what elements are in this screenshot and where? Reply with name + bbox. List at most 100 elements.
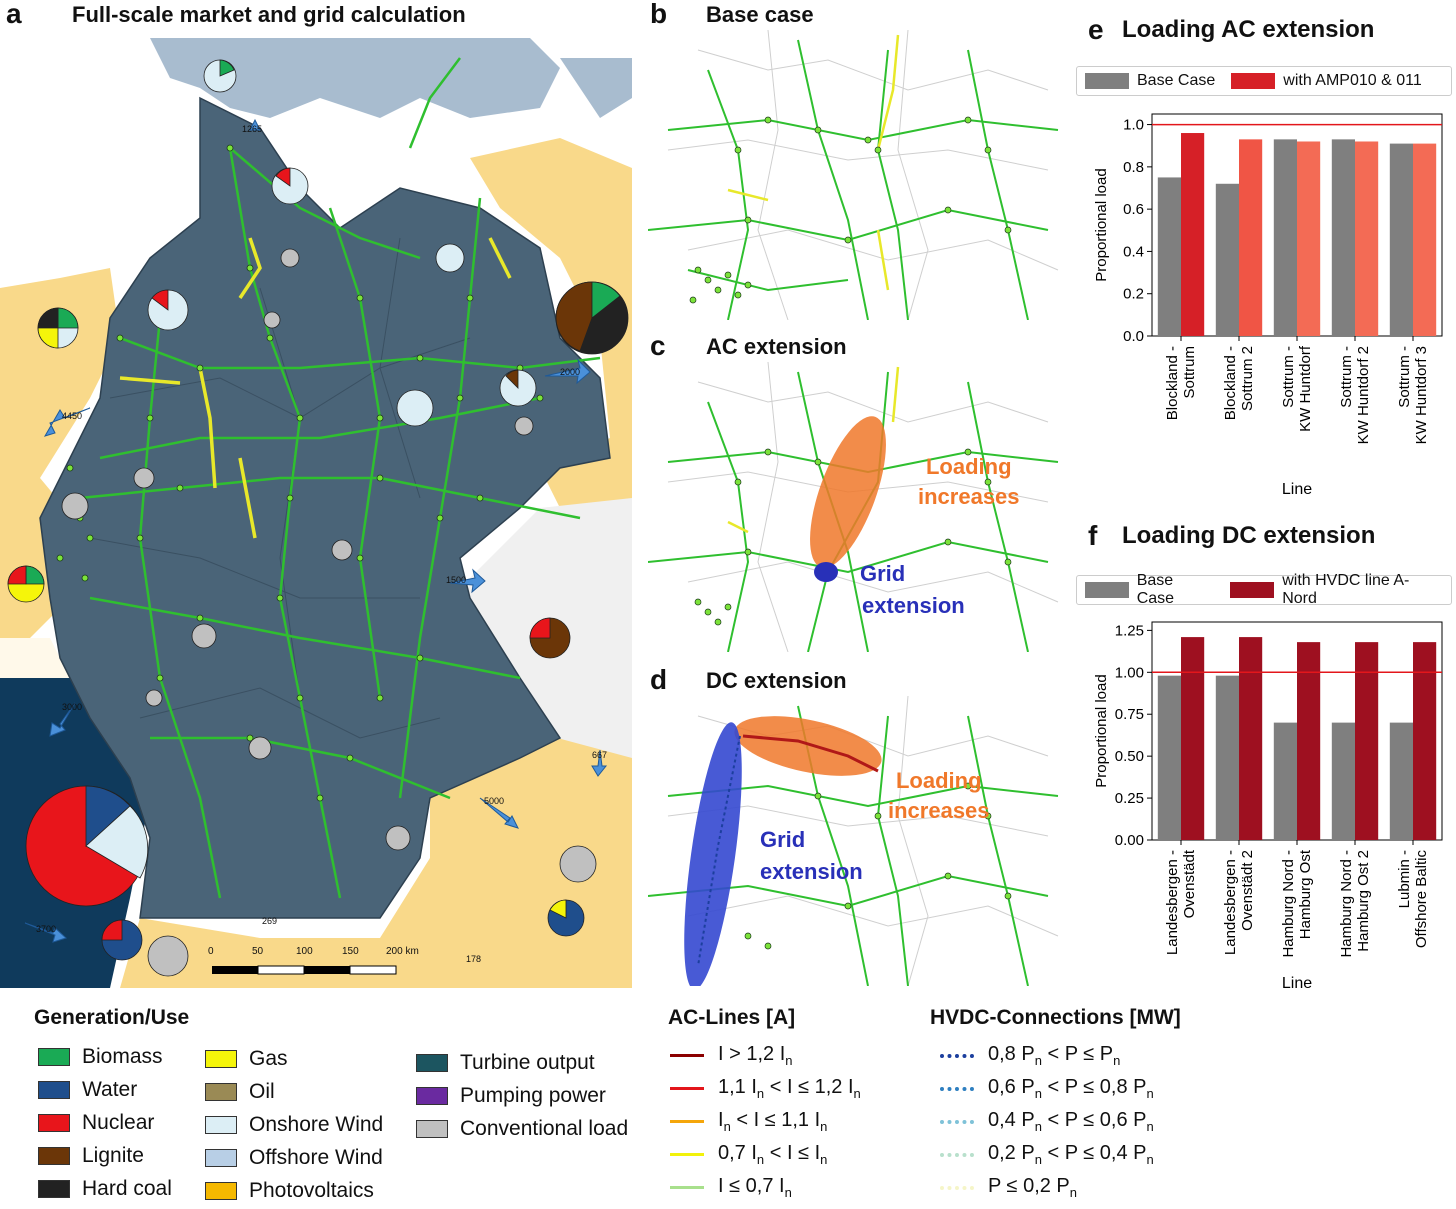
legend-label: Turbine output xyxy=(460,1051,595,1074)
legend-label: Conventional load xyxy=(460,1117,629,1140)
legend-swatch xyxy=(940,1119,974,1124)
y-tick-label: 0.6 xyxy=(1123,201,1144,218)
bar xyxy=(1273,722,1297,840)
legend-swatch xyxy=(38,1147,70,1165)
legend-item: Biomass xyxy=(38,1045,163,1069)
bar xyxy=(1355,141,1379,336)
legend-item: 0,8 Pn < P ≤ Pn xyxy=(940,1043,1120,1068)
bar xyxy=(1413,642,1437,840)
chart-f-plot: 0.00 0.25 0.50 0.75 1.00 1.25 Proportional loa… xyxy=(1093,621,1443,992)
flow-label: 667 xyxy=(592,750,607,760)
legend-label: Pumping power xyxy=(460,1084,606,1107)
y-tick-label: 1.25 xyxy=(1115,622,1144,639)
flow-label: 269 xyxy=(262,916,277,926)
legend-swatch xyxy=(205,1083,237,1101)
legend-swatch xyxy=(38,1114,70,1132)
legend-item: Pumping power xyxy=(416,1084,606,1108)
legend-swatch xyxy=(670,1186,704,1189)
grid-extension-ellipse xyxy=(814,562,838,582)
panel-f-title: Loading DC extension xyxy=(1122,522,1376,549)
bar xyxy=(1297,141,1321,336)
legend-item: Lignite xyxy=(38,1144,144,1168)
legend-swatch xyxy=(1085,582,1129,598)
x-tick-label: Sottrum -KW Huntdorf 3 xyxy=(1396,346,1430,444)
legend-item: 1,1 In < I ≤ 1,2 In xyxy=(670,1076,861,1101)
grid-extension-ellipse xyxy=(684,722,742,986)
flow-label: 178 xyxy=(466,954,481,964)
panel-e-title: Loading AC extension xyxy=(1122,16,1375,43)
annotation-line: Grid xyxy=(860,561,906,586)
flow-label: 2000 xyxy=(560,367,580,377)
legend-item: 0,7 In < I ≤ In xyxy=(670,1142,827,1167)
legend-item: I > 1,2 In xyxy=(670,1043,793,1068)
y-axis-label: Proportional load xyxy=(1093,674,1110,787)
y-tick-label: 0.25 xyxy=(1115,790,1144,807)
panel-d-label: d xyxy=(650,664,668,695)
legend-label: 0,7 In < I ≤ In xyxy=(718,1142,828,1167)
bar xyxy=(1215,675,1239,840)
legend-label: Photovoltaics xyxy=(249,1179,374,1202)
legend-swatch xyxy=(416,1087,448,1105)
legend-label: I > 1,2 In xyxy=(718,1043,793,1068)
legend-item: I ≤ 0,7 In xyxy=(670,1175,792,1200)
legend-label: with HVDC line A-Nord xyxy=(1282,572,1410,607)
loading-increase-ellipse xyxy=(810,416,886,568)
x-tick-label: Lubmin -Offshore Baltic xyxy=(1396,850,1430,949)
flow-label: 4450 xyxy=(62,411,82,421)
y-tick-label: 0.75 xyxy=(1115,706,1144,723)
legend-item: 0,6 Pn < P ≤ 0,8 Pn xyxy=(940,1076,1154,1101)
legend-swatch xyxy=(205,1050,237,1068)
y-tick-label: 0.0 xyxy=(1123,328,1144,345)
hvdc-legend-title: HVDC-Connections [MW] xyxy=(930,1006,1181,1029)
bar xyxy=(1331,722,1355,840)
bar xyxy=(1239,637,1263,840)
scale-tick: 0 xyxy=(208,946,214,957)
legend-label: Onshore Wind xyxy=(249,1113,384,1136)
dc-loading-annotation: Loading increases xyxy=(888,766,990,826)
loading-increase-ellipse xyxy=(734,716,882,776)
legend-label: 1,1 In < I ≤ 1,2 In xyxy=(718,1076,861,1101)
legend-swatch xyxy=(416,1054,448,1072)
chart-e-legend: Base Case with AMP010 & 011 xyxy=(1076,66,1452,96)
y-tick-label: 0.8 xyxy=(1123,159,1144,176)
germany-grid-map: 1265 4450 2000 1500 3000 667 5000 3700 2… xyxy=(0,38,632,988)
y-tick-label: 1.0 xyxy=(1123,117,1144,134)
legend-label: P ≤ 0,2 Pn xyxy=(988,1175,1078,1200)
panel-e-label: e xyxy=(1088,14,1104,45)
legend-label: Oil xyxy=(249,1080,275,1103)
panel-f-label: f xyxy=(1088,520,1098,551)
legend-item: Offshore Wind xyxy=(205,1146,383,1170)
panel-b-label: b xyxy=(650,0,668,29)
x-tick-label: Sottrum -KW Huntdorf 2 xyxy=(1338,346,1372,444)
bar xyxy=(1331,139,1355,336)
legend-swatch xyxy=(416,1120,448,1138)
legend-item: Hard coal xyxy=(38,1177,172,1201)
legend-swatch xyxy=(940,1053,974,1058)
bar xyxy=(1355,642,1379,840)
legend-swatch xyxy=(940,1086,974,1091)
legend-label: Gas xyxy=(249,1047,288,1070)
legend-swatch xyxy=(38,1048,70,1066)
flow-label: 1500 xyxy=(446,575,466,585)
legend-label: Offshore Wind xyxy=(249,1146,383,1169)
legend-swatch xyxy=(38,1081,70,1099)
annotation-line: Loading xyxy=(895,768,982,793)
legend-label: Water xyxy=(82,1078,138,1101)
y-tick-label: 0.00 xyxy=(1115,832,1144,849)
panel-b-title: Base case xyxy=(706,2,814,27)
legend-item: 0,2 Pn < P ≤ 0,4 Pn xyxy=(940,1142,1154,1167)
flow-label: 1265 xyxy=(242,124,262,134)
annotation-line: Loading xyxy=(925,454,1012,479)
ac-loading-annotation: Loading increases xyxy=(918,452,1020,512)
chart-f-legend: Base Case with HVDC line A-Nord xyxy=(1076,572,1452,607)
x-tick-label: Sottrum -KW Huntdorf xyxy=(1280,345,1314,432)
legend-label: I ≤ 0,7 In xyxy=(718,1175,792,1200)
legend-swatch xyxy=(940,1152,974,1157)
legend-swatch xyxy=(205,1116,237,1134)
legend-swatch xyxy=(1085,73,1129,89)
legend-label: 0,6 Pn < P ≤ 0,8 Pn xyxy=(988,1076,1154,1101)
scale-tick: 100 xyxy=(296,946,313,957)
x-tick-label: Hamburg Nord -Hamburg Ost xyxy=(1280,849,1314,957)
scale-bar: 0 50 100 150 200 km xyxy=(208,946,419,975)
panel-c-title: AC extension xyxy=(706,334,847,359)
